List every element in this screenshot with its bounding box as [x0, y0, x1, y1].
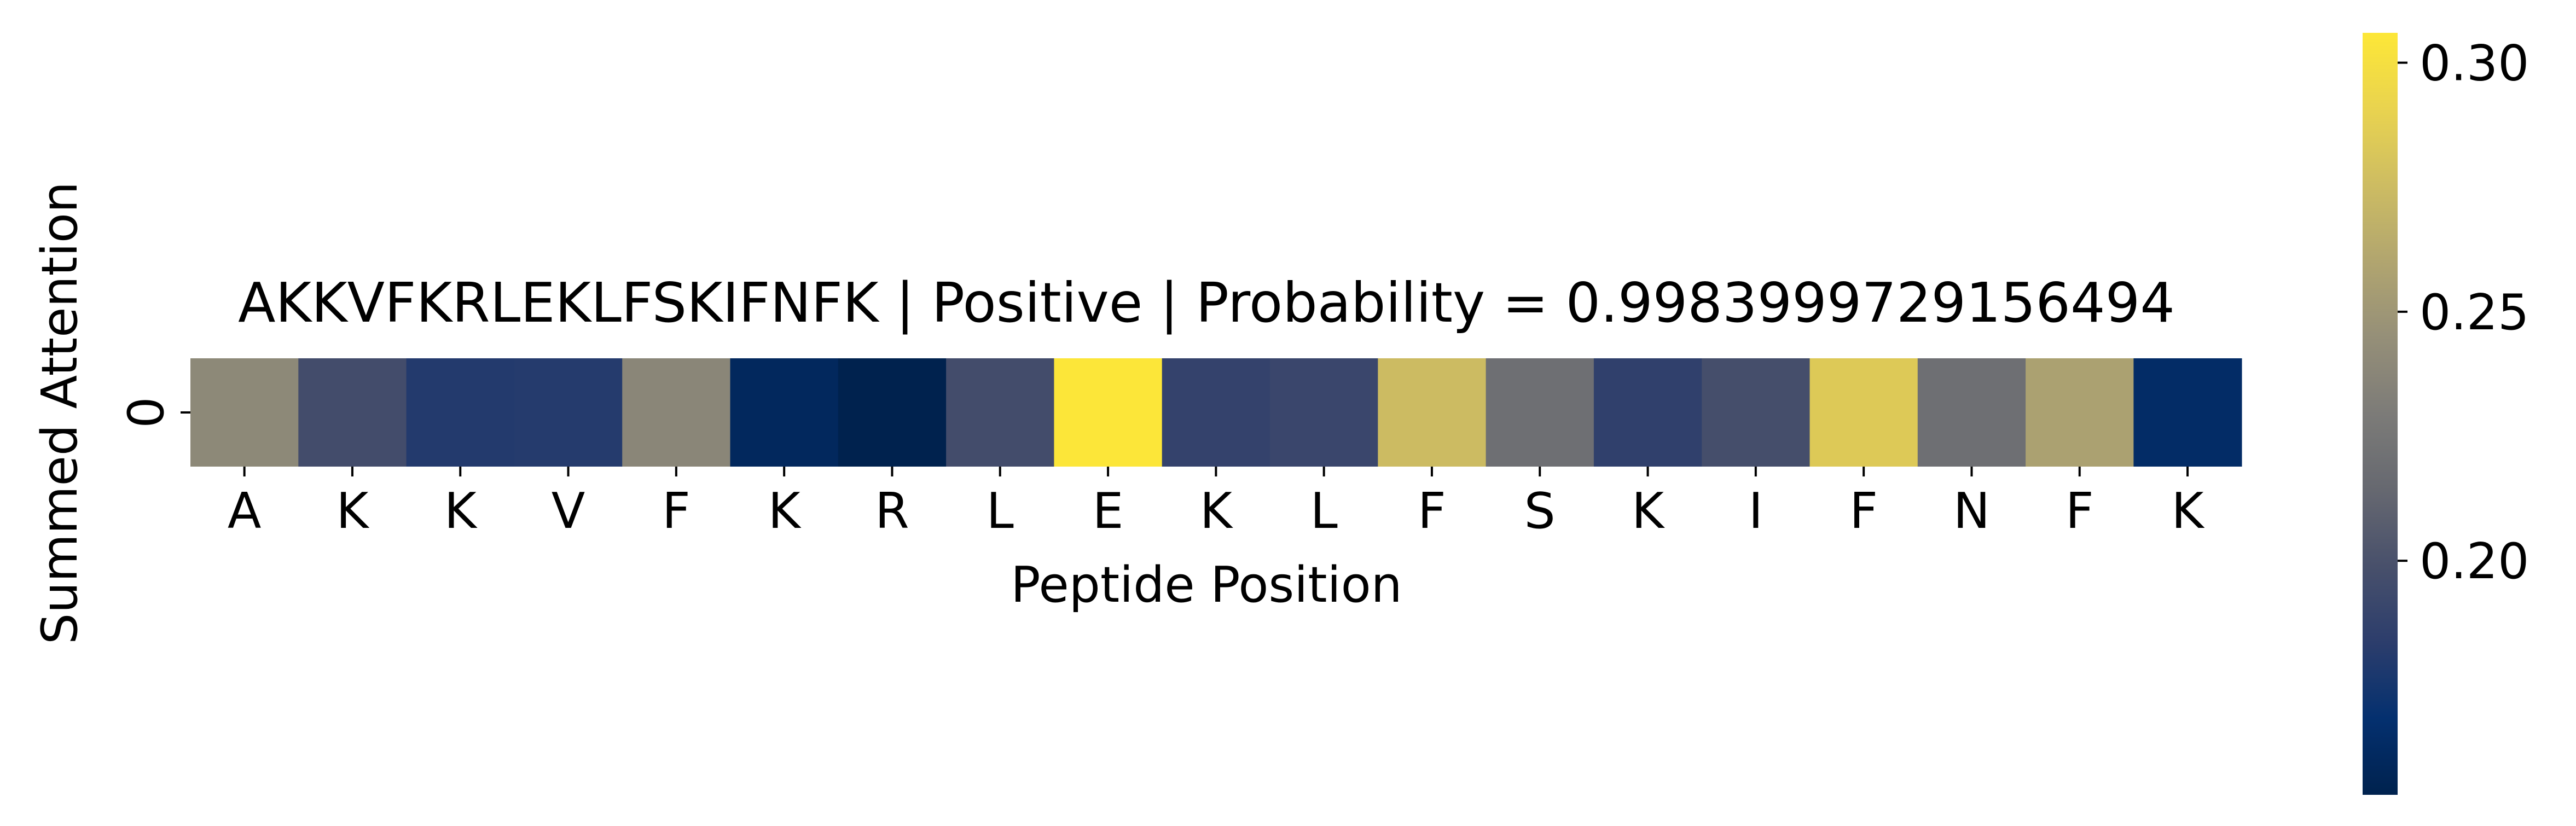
x-tick-label: F: [662, 482, 691, 540]
heatmap-cell: [1486, 358, 1594, 467]
heatmap-cell: [946, 358, 1055, 467]
x-tick-label: R: [875, 482, 909, 540]
x-tick-label: K: [336, 482, 369, 540]
heatmap-cell: [622, 358, 731, 467]
heatmap-cell: [514, 358, 623, 467]
x-tick-label: K: [1200, 482, 1233, 540]
x-tick-label: S: [1524, 482, 1556, 540]
heatmap-cells: [190, 358, 2242, 467]
x-tick-label: L: [987, 482, 1014, 540]
x-tick-label: K: [444, 482, 478, 540]
x-tick-label: K: [2172, 482, 2205, 540]
y-tick-label: 0: [118, 397, 175, 428]
heatmap-cell: [2133, 358, 2242, 467]
heatmap-cell: [1593, 358, 1702, 467]
heatmap-cell: [1809, 358, 1918, 467]
x-tick-label: F: [1418, 482, 1446, 540]
colorbar-tick-label: 0.20: [2420, 533, 2529, 590]
heatmap-cell: [190, 358, 299, 467]
x-tick-label: V: [552, 482, 585, 540]
heatmap-cell: [2026, 358, 2134, 467]
heatmap-cell: [1378, 358, 1487, 467]
x-tick-label: K: [768, 482, 802, 540]
x-tick-label: E: [1093, 482, 1124, 540]
x-tick-label: F: [1849, 482, 1878, 540]
heatmap-cell: [838, 358, 947, 467]
heatmap-cell: [298, 358, 407, 467]
colorbar: 0.20 0.25 0.30: [2363, 33, 2529, 795]
chart-title: AKKVFKRLEKLFSKIFNFK | Positive | Probabi…: [238, 271, 2175, 335]
x-tick-label: I: [1749, 482, 1763, 540]
heatmap-cell: [730, 358, 839, 467]
heatmap-cell: [1702, 358, 1811, 467]
heatmap-cell: [1054, 358, 1163, 467]
x-tick-label: K: [1632, 482, 1665, 540]
x-axis-label: Peptide Position: [1011, 556, 1402, 614]
heatmap-cell: [1270, 358, 1379, 467]
heatmap-cell: [406, 358, 515, 467]
x-tick-label: F: [2066, 482, 2094, 540]
colorbar-tick-label: 0.30: [2420, 35, 2529, 92]
x-tick-label: N: [1953, 482, 1990, 540]
colorbar-ticks: 0.20 0.25 0.30: [2398, 35, 2529, 590]
heatmap-cell: [1917, 358, 2026, 467]
colorbar-tick-label: 0.25: [2420, 284, 2529, 341]
y-axis-label: Summed Attention: [31, 182, 89, 644]
x-tick-label: L: [1310, 482, 1338, 540]
colorbar-gradient: [2363, 33, 2398, 795]
x-tick-label: A: [228, 482, 262, 540]
heatmap-cell: [1162, 358, 1270, 467]
y-axis-ticks: 0: [118, 397, 190, 428]
